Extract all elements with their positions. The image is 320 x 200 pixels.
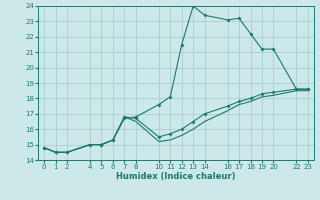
X-axis label: Humidex (Indice chaleur): Humidex (Indice chaleur) (116, 172, 236, 181)
